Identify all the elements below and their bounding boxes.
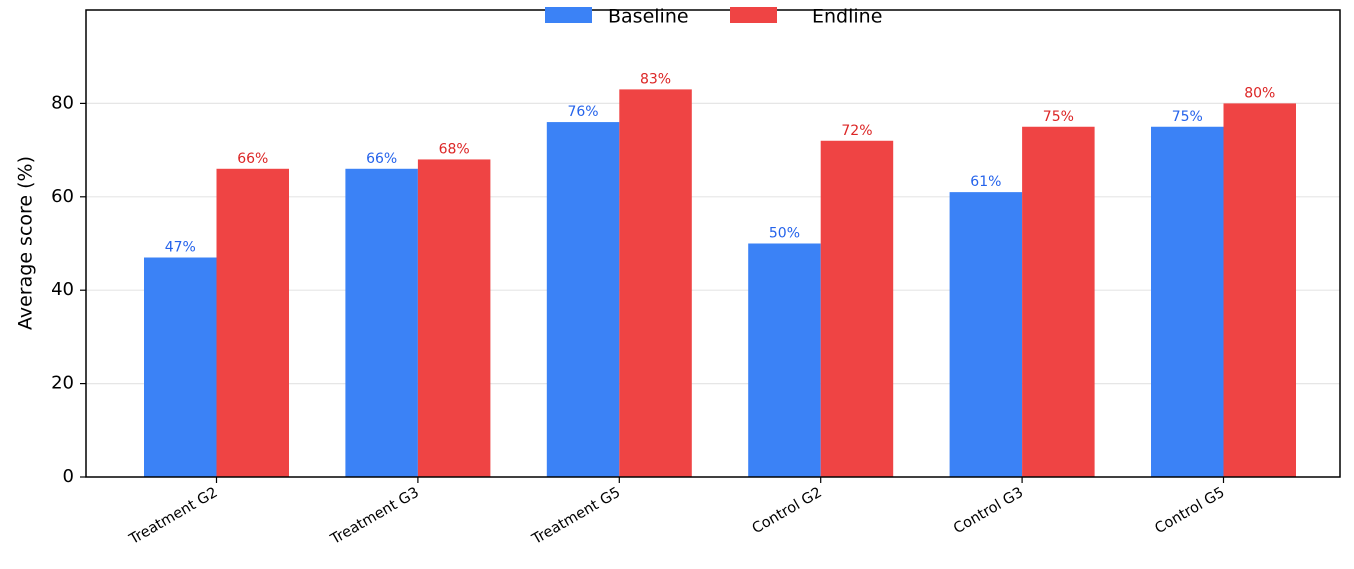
legend-label-baseline: Baseline — [608, 6, 689, 28]
data-label: 75% — [1043, 109, 1074, 125]
legend-label-endline: Endline — [812, 6, 882, 28]
data-label: 72% — [841, 123, 872, 139]
y-tick-label: 0 — [63, 466, 74, 487]
y-tick-label: 40 — [51, 279, 74, 300]
x-tick-label: Control G5 — [1152, 485, 1227, 538]
legend-swatch-baseline — [545, 7, 592, 23]
bar-endline-treatment-g5 — [619, 89, 692, 477]
data-label: 83% — [640, 71, 671, 87]
gridlines — [86, 102, 1340, 385]
plot-frame — [85, 9, 1341, 478]
data-label: 50% — [769, 226, 800, 242]
y-tick-label: 60 — [51, 186, 74, 207]
legend-swatch-endline — [730, 7, 777, 23]
bar-baseline-treatment-g3 — [345, 168, 418, 477]
data-label: 80% — [1244, 85, 1275, 101]
data-label: 47% — [165, 240, 196, 256]
legend: Baseline Endline — [545, 6, 882, 28]
bar-baseline-control-g5 — [1151, 126, 1224, 477]
bar-endline-treatment-g2 — [216, 168, 289, 477]
x-tick-label: Control G2 — [750, 485, 825, 538]
x-tick-label: Treatment G5 — [529, 485, 623, 549]
y-axis-title: Average score (%) — [15, 156, 37, 330]
data-label: 68% — [439, 141, 470, 157]
bar-endline-treatment-g3 — [417, 159, 491, 477]
x-tick-label: Treatment G2 — [126, 485, 220, 549]
bar-baseline-control-g3 — [949, 192, 1023, 477]
data-label: 66% — [237, 151, 268, 167]
x-axis-ticks: Treatment G2 Treatment G3 Treatment G5 Cont… — [126, 477, 1228, 549]
x-tick-label: Treatment G3 — [327, 485, 421, 549]
bar-endline-control-g2 — [820, 140, 894, 477]
y-tick-label: 20 — [51, 373, 74, 394]
bar-baseline-treatment-g5 — [546, 122, 620, 477]
bar-endline-control-g5 — [1223, 103, 1296, 478]
y-axis-ticks: 0 20 40 60 80 — [51, 92, 86, 487]
y-tick-label: 80 — [51, 92, 74, 113]
x-tick-label: Control G3 — [951, 485, 1026, 538]
data-label: 75% — [1172, 109, 1203, 125]
bar-baseline-control-g2 — [748, 243, 821, 477]
data-labels: 47% 66% 66% 68% 76% 83% 50% 72% 61% 75% 75% 80% — [165, 71, 1276, 255]
data-label: 66% — [366, 151, 397, 167]
bars — [144, 89, 1296, 478]
bar-endline-control-g3 — [1022, 126, 1095, 477]
data-label: 76% — [567, 104, 598, 120]
data-label: 61% — [970, 174, 1001, 190]
bar-baseline-treatment-g2 — [144, 257, 217, 477]
